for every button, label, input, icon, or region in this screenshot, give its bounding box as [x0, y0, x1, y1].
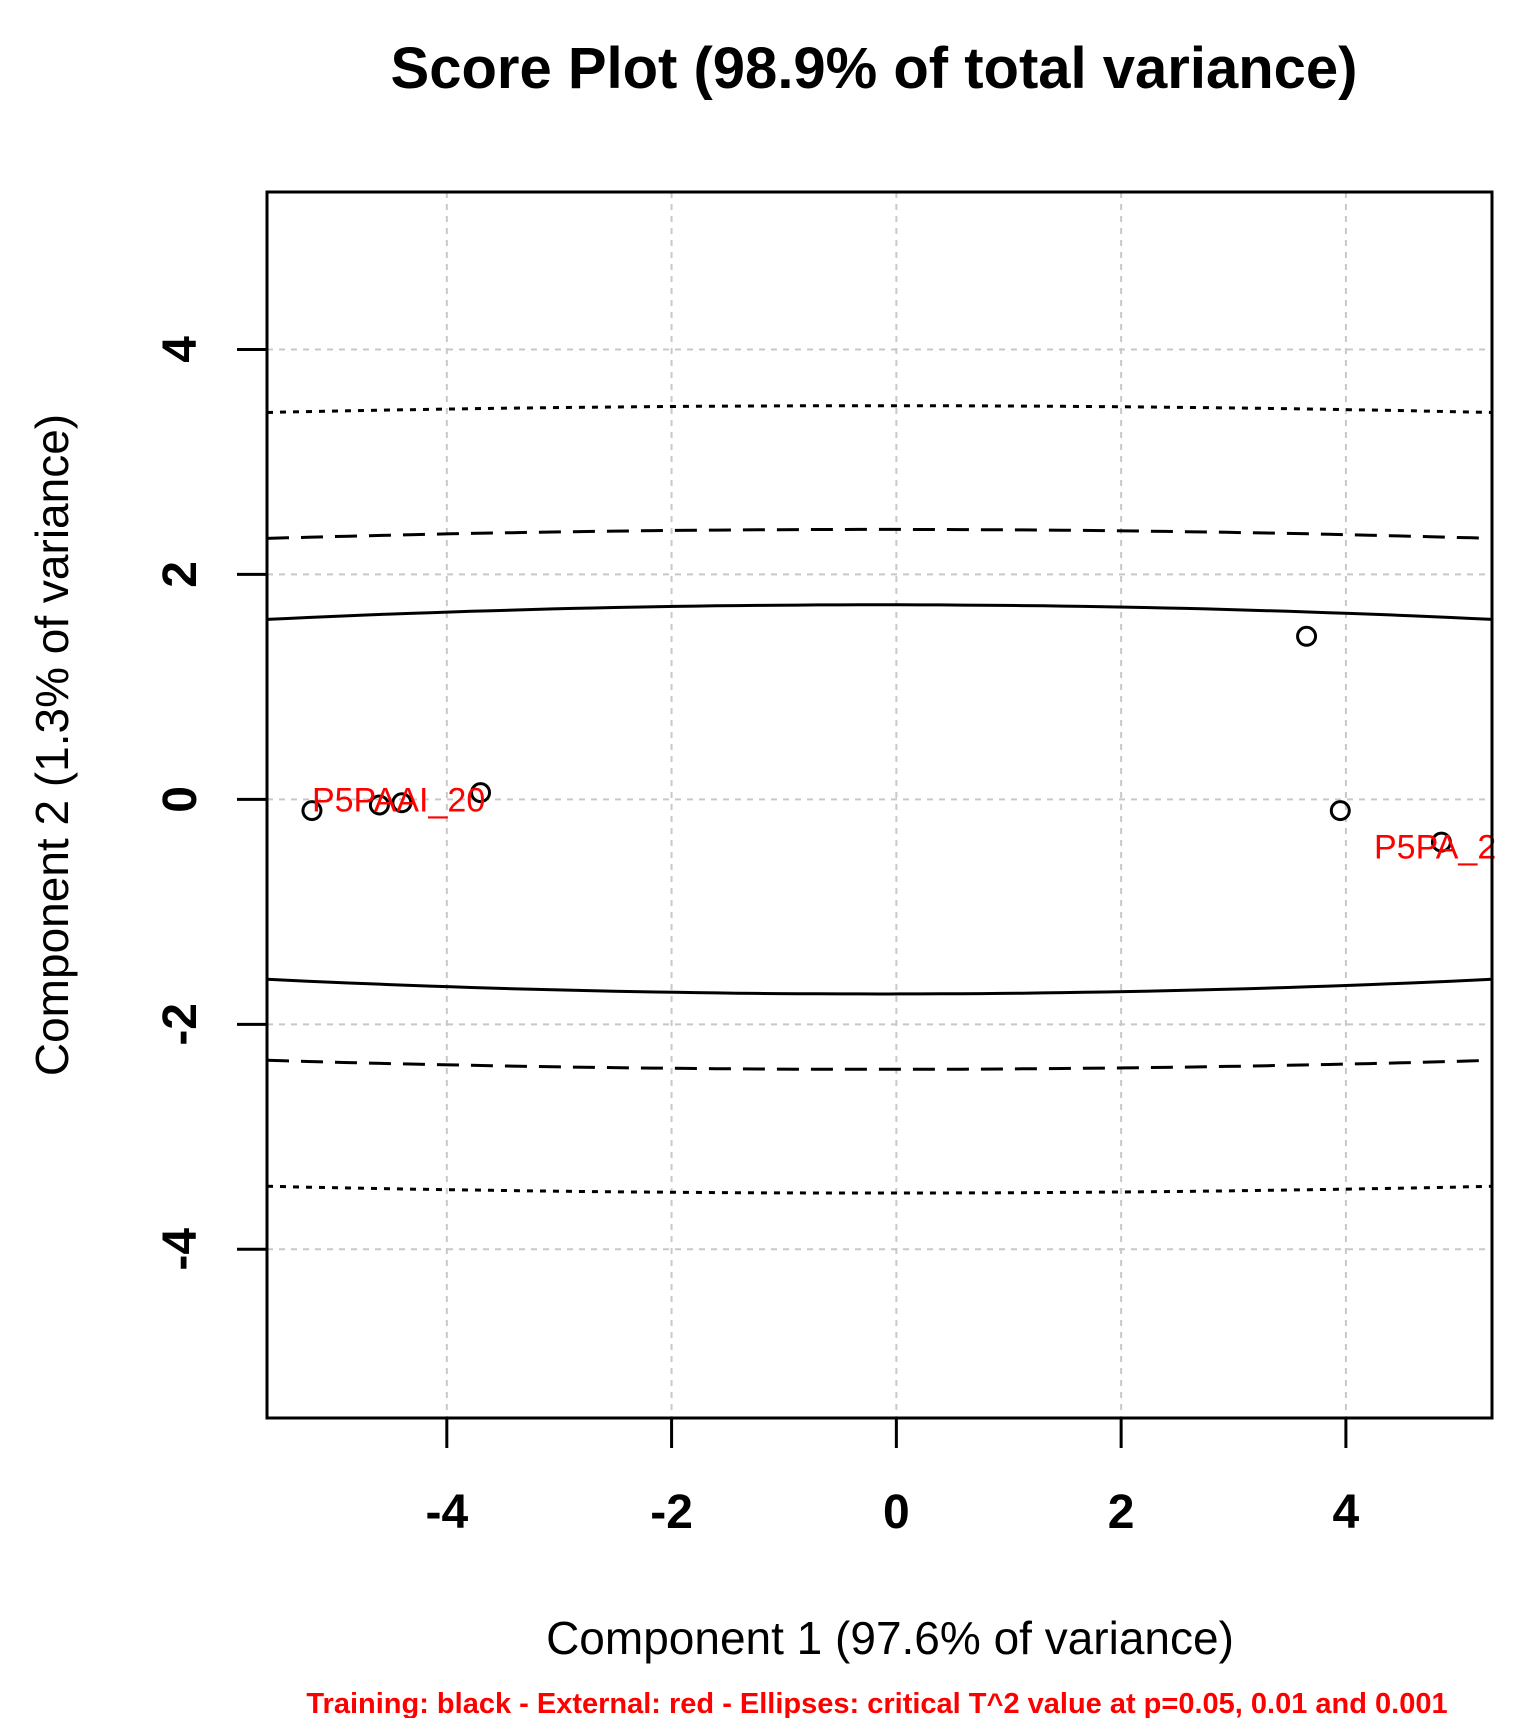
x-axis-label: Component 1 (97.6% of variance) — [546, 1612, 1234, 1664]
external-labels: P5PAAI_20 P5PA_2 — [312, 781, 1496, 866]
training-point — [301, 800, 323, 822]
y-axis-label: Component 2 (1.3% of variance) — [26, 414, 78, 1076]
x-tick-label: -2 — [650, 1486, 693, 1539]
ellipse-dotted-upper — [266, 404, 1493, 414]
x-axis-ticks: -4 -2 0 2 4 — [425, 1418, 1360, 1539]
training-points — [301, 625, 1452, 853]
ellipse-dashed-upper — [266, 527, 1493, 540]
training-point — [368, 794, 390, 816]
ellipse-solid-upper — [266, 603, 1493, 621]
x-tick-label: 2 — [1108, 1486, 1135, 1539]
training-point — [1430, 831, 1452, 853]
ellipse-dotted-lower — [266, 1184, 1493, 1195]
y-tick-label: 4 — [154, 336, 207, 363]
ellipse-solid-lower — [266, 977, 1493, 996]
y-axis-ticks: -4 -2 0 2 4 — [154, 336, 267, 1271]
y-tick-label: 2 — [154, 561, 207, 588]
y-tick-label: 0 — [154, 786, 207, 813]
training-point — [470, 782, 492, 804]
external-point-label: P5PA_2 — [1374, 829, 1496, 867]
plot-frame — [265, 190, 1494, 1420]
x-tick-label: 0 — [883, 1486, 910, 1539]
training-point — [1296, 625, 1318, 647]
x-tick-label: -4 — [425, 1486, 468, 1539]
ellipse-dashed-lower — [266, 1058, 1493, 1071]
confidence-ellipses — [266, 404, 1493, 1195]
x-tick-label: 4 — [1333, 1486, 1360, 1539]
external-point-label: P5PAAI_20 — [312, 781, 485, 819]
y-tick-label: -4 — [154, 1228, 207, 1271]
training-point — [1329, 800, 1351, 822]
chart-title: Score Plot (98.9% of total variance) — [391, 36, 1358, 101]
training-point — [391, 792, 413, 814]
y-tick-label: -2 — [154, 1003, 207, 1046]
chart-footnote: Training: black - External: red - Ellips… — [306, 1688, 1447, 1718]
